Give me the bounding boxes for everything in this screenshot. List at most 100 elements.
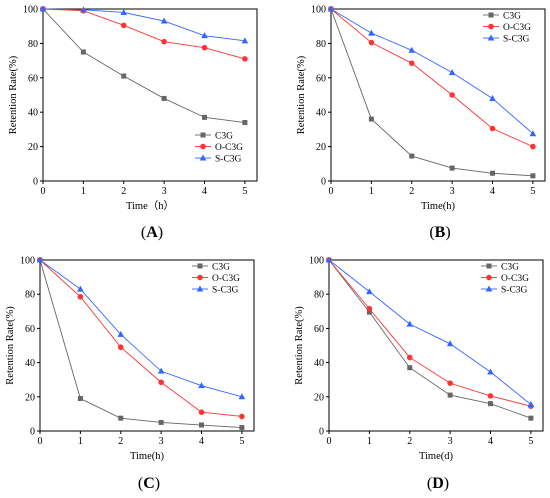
panel-d-y-tick-label: 20 [314,392,324,403]
panel-b-legend-label: O-C3G [503,23,531,33]
panel-a-series-s-c3g-point [120,8,128,15]
panel-b-y-tick-label: 80 [316,39,326,50]
panel-b-x-tick-label: 5 [530,186,535,197]
panel-b-series-o-c3g-point [449,92,455,98]
panel-b-series-c3g-line [330,8,533,177]
panel-a-series-o-c3g-point [201,44,208,51]
panel-c-legend-label: C3G [212,263,230,273]
panel-a-series-s-c3g-point [80,6,87,13]
panel-d-series-s-c3g [325,256,535,407]
panel-c-series-c3g-point [239,425,245,431]
panel-b-legend-marker [488,23,494,30]
panel-a-series-c3g-point [80,49,86,55]
panel-d-y-axis-label: Retention Rate(%) [294,306,305,385]
panel-a-series-c3g-point [242,120,248,126]
panel-c-x-tick-label: 4 [199,436,204,447]
panel-b-x-axis-label: Time(h) [421,201,456,212]
panel-c-caption: (C) [138,475,160,492]
panel-b-series-o-c3g-point [368,39,375,46]
panel-c-series-s-c3g-point [117,330,125,337]
panel-c-series-c3g-point [118,415,124,421]
panel-b-series-o-c3g-point [530,143,536,150]
panel-b-y-tick-label: 0 [321,177,326,188]
panel-a-series-c3g-point [161,95,167,101]
panel-a-series-o-c3g-line [42,8,246,60]
panel-a-x-tick-label: 1 [81,186,86,197]
panel-d-series-o-c3g-line [328,259,531,407]
panel-d-series-o-c3g-point [487,393,494,399]
panel-c-series-s-c3g-line [39,259,243,398]
panel-d-series-c3g-point [488,401,494,407]
panel-a-series-s-c3g-point [241,37,249,44]
panel-b-series-s-c3g-point [327,5,335,12]
panel-a-series-c3g [40,6,248,126]
panel-c-series-s-c3g [36,256,246,400]
panel-a-y-tick-label: 20 [28,142,38,153]
panel-a-legend-label: S-C3G [215,155,242,165]
panel-d-series-s-c3g-point [366,288,373,295]
panel-a-series-o-c3g-point [120,22,127,29]
panel-a-legend-marker [200,132,206,138]
panel-d-legend-label: C3G [501,263,519,273]
panel-d-series-o-c3g-point [366,305,373,312]
panel-a: 0 1 2 3 4 5 0 20 40 60 80 100 Time（h） Retention Rate(… [8,5,258,241]
panel-c-series-c3g-point [77,396,83,402]
panel-b: 0 1 2 3 4 5 0 20 40 60 80 100 Time(h) Retention Rate(… [296,5,546,241]
panel-a-series-o-c3g-point [242,56,248,62]
panel-b-y-tick-label: 60 [316,73,326,84]
panel-a-series-s-c3g-point [160,17,168,24]
panel-d-legend-label: O-C3G [501,274,529,284]
panel-b-series-c3g-point [490,170,496,176]
panel-d-y-tick-label: 100 [309,256,324,267]
panel-b-series-s-c3g-point [489,94,496,101]
panel-c-y-tick-label: 40 [25,358,35,369]
panel-d-plot-frame [328,259,544,432]
panel-c-x-tick-label: 0 [38,436,43,447]
panel-c-series-c3g-line [39,259,242,429]
panel-d-series-s-c3g-point [446,340,454,347]
panel-d-x-tick-label: 2 [407,436,412,447]
panel-a-y-tick-label: 60 [28,73,38,84]
panel-d-y-tick-label: 60 [314,324,324,335]
panel-b-series-s-c3g-point [529,130,537,137]
panel-a-legend-marker [199,154,207,161]
panel-b-series-s-c3g-point [408,46,416,53]
panel-d-series-c3g-point [366,309,372,315]
panel-d-series-c3g-point [528,415,534,421]
panel-d-series-c3g-point [447,392,453,398]
panel-c-series-o-c3g-point [77,293,84,300]
panel-d-series-s-c3g-point [527,400,535,407]
panel-a-x-axis-label: Time（h） [126,200,174,212]
panel-a-series-s-c3g [39,5,249,44]
panel-c-series-c3g-point [199,422,205,428]
panel-c-series-o-c3g-point [198,409,205,415]
panel-d-y-tick-label: 0 [319,427,324,438]
panel-a-x-tick-label: 0 [41,186,46,197]
panel-c-legend-marker [197,263,203,269]
panel-a-y-tick-label: 40 [28,108,38,119]
panel-c-y-tick-label: 60 [25,324,35,335]
panel-c-legend-label: O-C3G [212,274,240,284]
panel-a-series-s-c3g-point [201,32,208,39]
panel-d-caption: (D) [427,475,449,492]
panel-b-x-tick-label: 1 [369,186,374,197]
panel-c-series-s-c3g-point [77,285,84,292]
panel-a-legend-label: O-C3G [215,143,243,153]
panel-a-legend-marker [200,143,206,150]
panel-b-series-s-c3g-point [448,69,456,76]
panel-d-series-o-c3g-point [447,380,453,386]
panel-a-series-c3g-point [202,114,208,120]
panel-b-series-o-c3g-point [489,125,496,132]
panel-b-x-tick-label: 0 [329,186,334,197]
panel-d-series-c3g-point [407,365,413,371]
panel-d-series-s-c3g-point [487,368,494,375]
panel-b-legend-marker [487,34,495,41]
panel-d-y-tick-label: 40 [314,358,324,369]
panel-d-legend-marker [485,285,493,292]
panel-a-series-o-c3g-point [161,38,167,45]
panel-b-x-tick-label: 2 [409,186,414,197]
